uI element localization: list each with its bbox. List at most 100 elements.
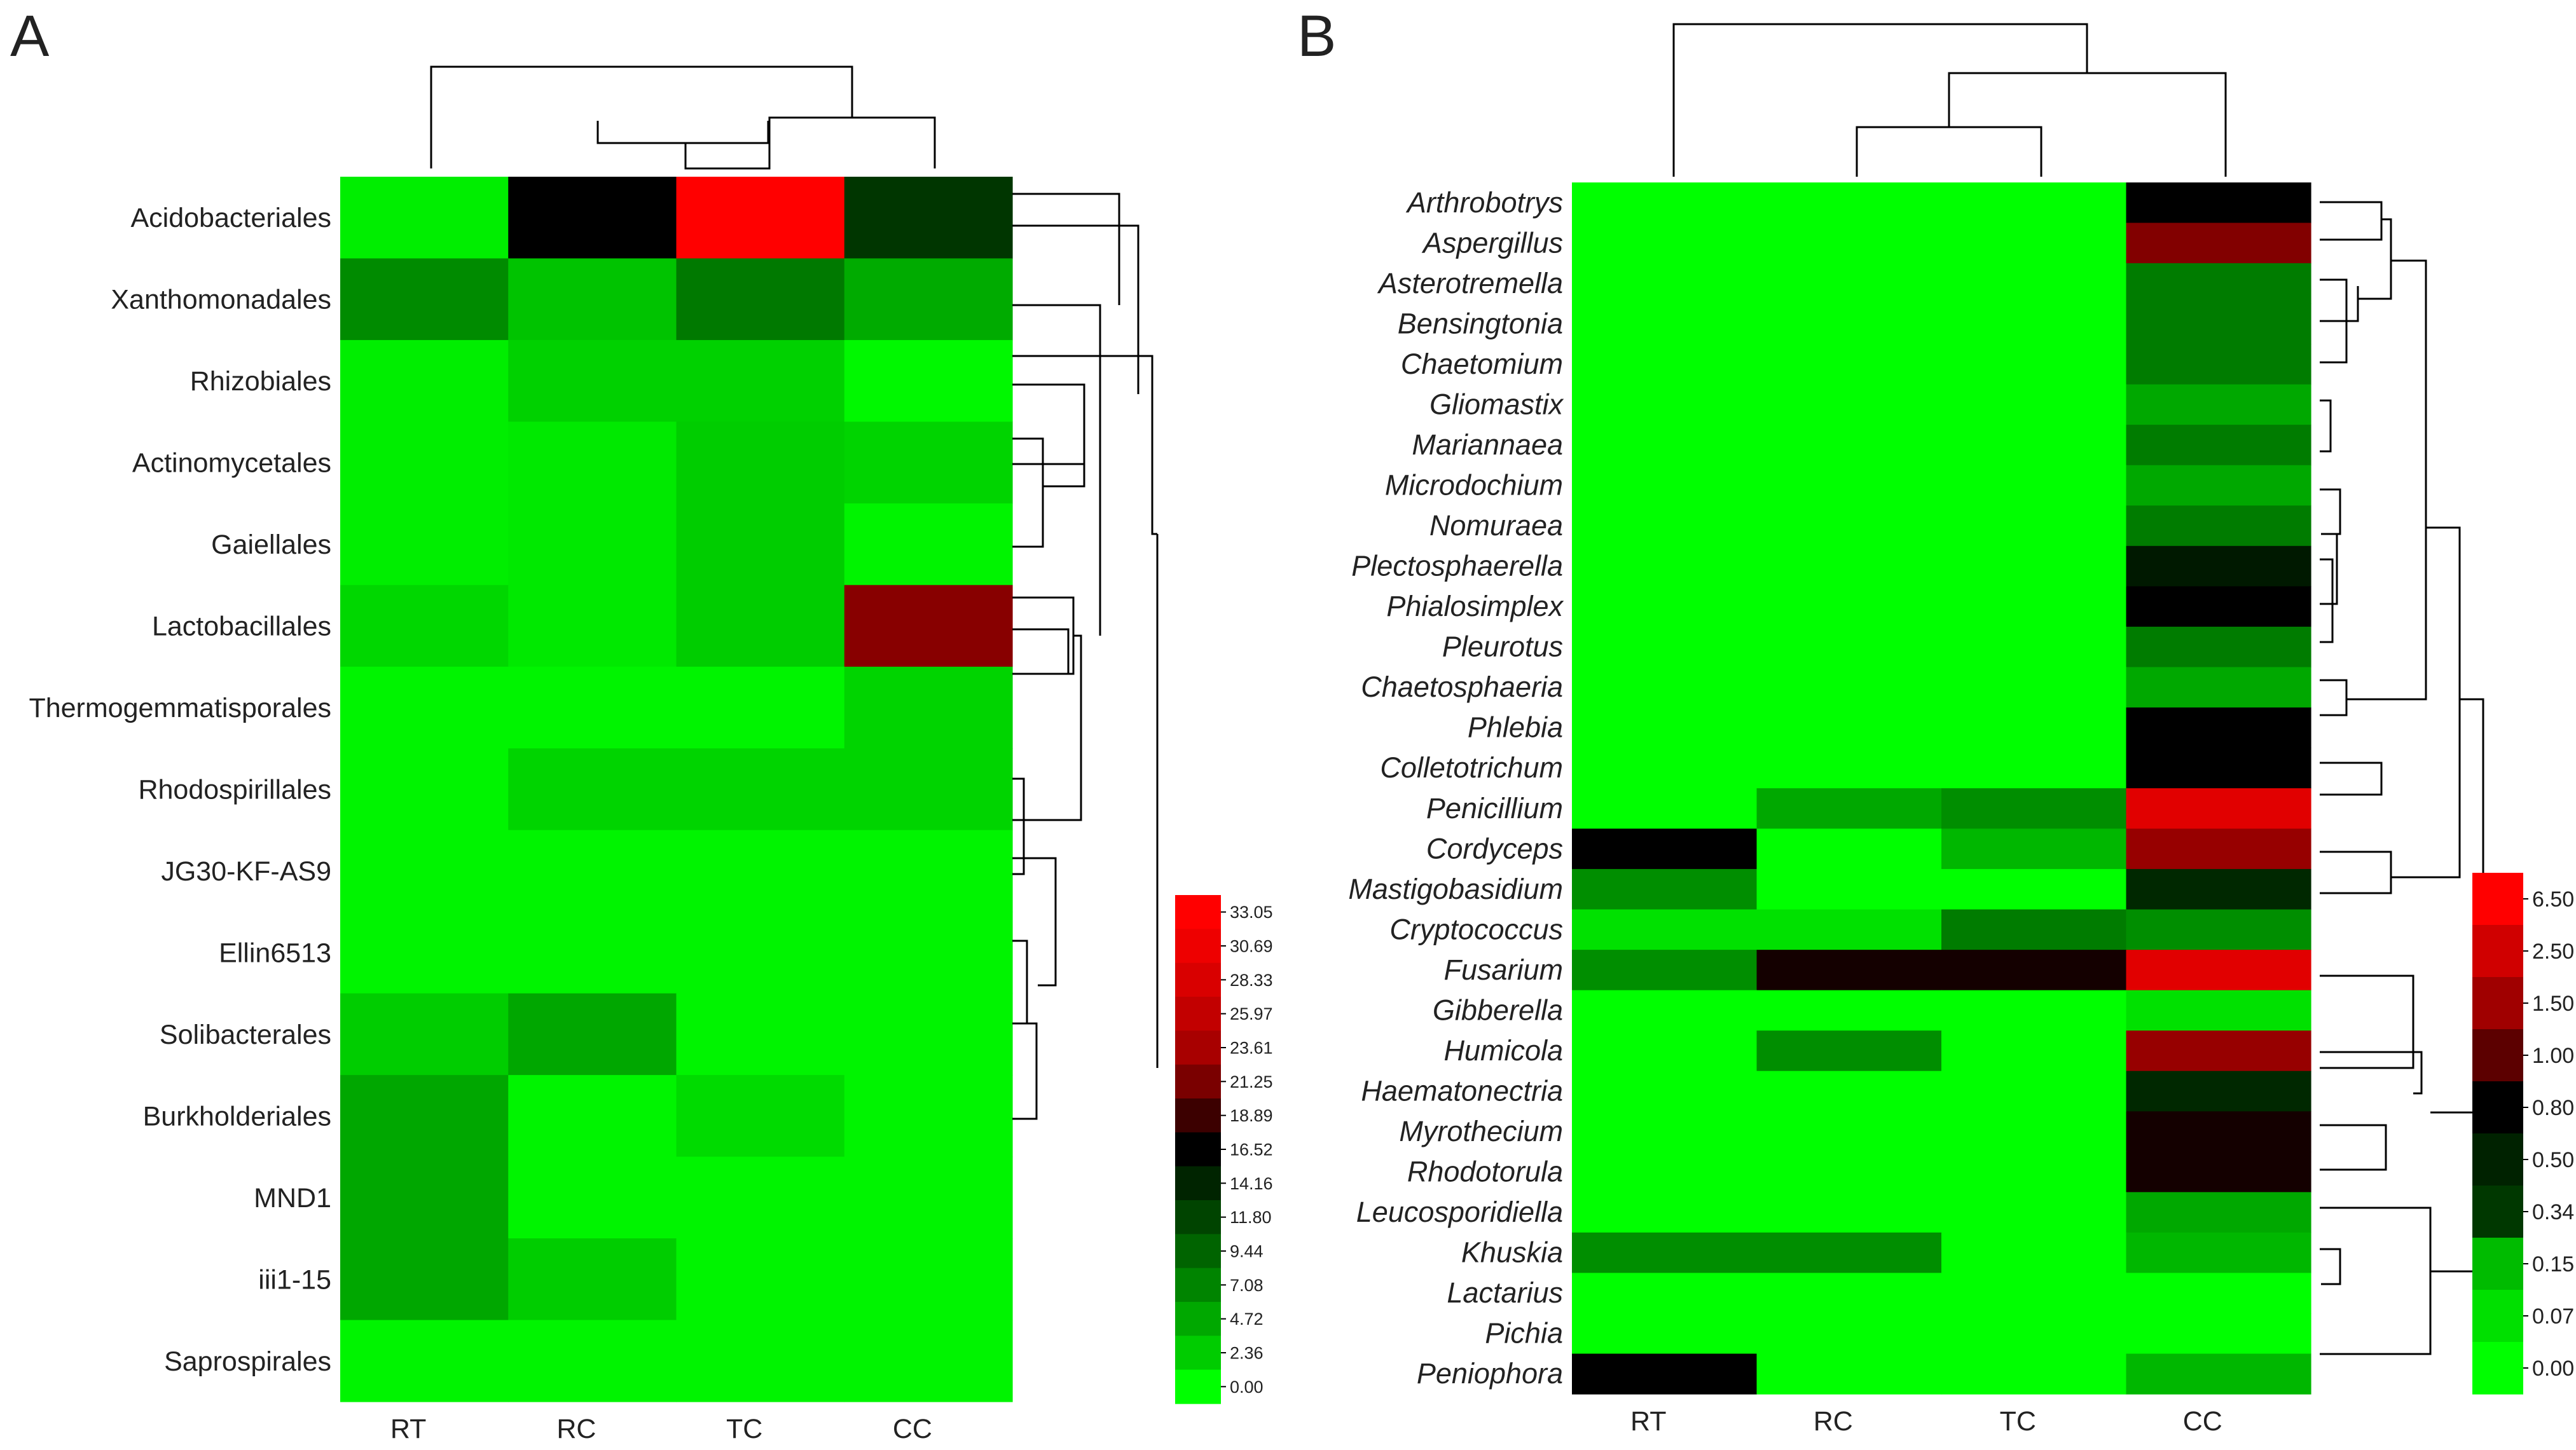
- heatmap-cell: [844, 585, 1013, 667]
- heatmap-cell: [340, 1156, 509, 1239]
- heatmap-cell: [2126, 303, 2311, 345]
- heatmap-cell: [1572, 667, 1758, 708]
- heatmap-cell: [1572, 1273, 1758, 1314]
- dendrogram-columns-b: [1672, 23, 2227, 177]
- heatmap-cell: [508, 993, 677, 1076]
- heatmap-cell: [1941, 909, 2127, 950]
- heatmap-cell: [1756, 1111, 1942, 1152]
- row-label: Xanthomonadales: [111, 285, 331, 315]
- heatmap-cell: [1572, 505, 1758, 547]
- heatmap-cell: [2126, 545, 2311, 587]
- heatmap-cell: [676, 748, 845, 831]
- heatmap-cell: [2126, 828, 2311, 870]
- heatmap-cell: [2126, 505, 2311, 547]
- heatmap-cell: [1756, 990, 1942, 1031]
- legend-swatch: [2472, 1029, 2523, 1082]
- heatmap-a: [340, 177, 1013, 1402]
- heatmap-cell: [1756, 1192, 1942, 1233]
- legend-label: 0.00: [2532, 1357, 2574, 1381]
- heatmap-cell: [1941, 586, 2127, 627]
- row-label: MND1: [254, 1183, 331, 1214]
- heatmap-cell: [508, 258, 677, 341]
- heatmap-cell: [1941, 626, 2127, 667]
- heatmap-cell: [844, 666, 1013, 749]
- row-labels-a: Acidobacteriales Xanthomonadales Rhizobial…: [29, 203, 331, 1377]
- heatmap-cell: [1756, 1353, 1942, 1395]
- heatmap-cell: [1941, 1111, 2127, 1152]
- legend-label: 11.80: [1230, 1208, 1272, 1227]
- heatmap-cell: [1756, 950, 1942, 991]
- heatmap-cell: [2126, 425, 2311, 466]
- legend-swatch: [1175, 1336, 1221, 1371]
- legend-label: 25.97: [1230, 1004, 1273, 1023]
- legend-label: 30.69: [1230, 936, 1273, 955]
- heatmap-cell: [676, 1320, 845, 1402]
- heatmap-cell: [2126, 1151, 2311, 1193]
- heatmap-cell: [1572, 1313, 1758, 1355]
- heatmap-cell: [1756, 222, 1942, 264]
- heatmap-cell: [2126, 586, 2311, 627]
- heatmap-cell: [1572, 545, 1758, 587]
- legend-swatch: [2472, 977, 2523, 1030]
- column-label: RT: [1630, 1406, 1667, 1437]
- heatmap-cell: [2126, 1192, 2311, 1233]
- heatmap-cell: [1756, 505, 1942, 547]
- legend-a: 33.05 30.69 28.33 25.97 23.61 21.25 18.89 16.52…: [1175, 895, 1273, 1404]
- legend-label: 28.33: [1230, 971, 1273, 990]
- row-label: Pichia: [1485, 1317, 1563, 1350]
- heatmap-cell: [340, 1075, 509, 1158]
- legend-swatch: [2472, 1081, 2523, 1134]
- heatmap-cell: [1572, 425, 1758, 466]
- heatmap-cell: [1572, 1353, 1758, 1395]
- legend-swatch: [1175, 1369, 1221, 1404]
- heatmap-cell: [2126, 263, 2311, 304]
- legend-swatch: [1175, 929, 1221, 964]
- heatmap-cell: [676, 993, 845, 1076]
- heatmap-cell: [1572, 222, 1758, 264]
- heatmap-cell: [1756, 303, 1942, 345]
- legend-label: 0.00: [1230, 1378, 1264, 1397]
- heatmap-cell: [2126, 1070, 2311, 1112]
- heatmap-cell: [2126, 1273, 2311, 1314]
- row-label: Lactobacillales: [152, 612, 331, 642]
- heatmap-cell: [2126, 748, 2311, 789]
- panel-a: A Acidobacteriales Xanthomonadales Rhizobi…: [10, 4, 1273, 1444]
- heatmap-cell: [1756, 828, 1942, 870]
- legend-label: 21.25: [1230, 1072, 1273, 1091]
- heatmap-cell: [1756, 545, 1942, 587]
- legend-swatch: [1175, 1200, 1221, 1235]
- heatmap-cell: [1756, 384, 1942, 425]
- heatmap-cell: [1756, 1273, 1942, 1314]
- heatmap-cell: [1572, 263, 1758, 304]
- heatmap-cell: [508, 1320, 677, 1402]
- heatmap-cell: [2126, 1111, 2311, 1152]
- heatmap-cell: [508, 585, 677, 667]
- legend-swatch: [1175, 1132, 1221, 1167]
- heatmap-cell: [1941, 545, 2127, 587]
- heatmap-cell: [2126, 667, 2311, 708]
- heatmap-cell: [508, 1075, 677, 1158]
- heatmap-cell: [1572, 788, 1758, 830]
- heatmap-cell: [844, 993, 1013, 1076]
- heatmap-cell: [1941, 1030, 2127, 1072]
- legend-swatch: [1175, 1302, 1221, 1336]
- row-label: Colletotrichum: [1380, 751, 1563, 784]
- row-label: Peniophora: [1417, 1357, 1563, 1390]
- heatmap-cell: [1572, 465, 1758, 506]
- legend-label: 0.50: [2532, 1148, 2574, 1172]
- heatmap-cell: [844, 503, 1013, 585]
- heatmap-cell: [1572, 869, 1758, 910]
- heatmap-cell: [1572, 626, 1758, 667]
- heatmap-cell: [1756, 182, 1942, 224]
- row-labels-b: Arthrobotrys Aspergillus Asterotremella Ben…: [1348, 186, 1564, 1390]
- legend-label: 2.36: [1230, 1343, 1264, 1362]
- legend-swatch: [2472, 1238, 2523, 1290]
- legend-swatch: [2472, 873, 2523, 926]
- legend-swatch: [1175, 1030, 1221, 1065]
- heatmap-cell: [676, 585, 845, 667]
- heatmap-cell: [1572, 707, 1758, 749]
- column-label: TC: [726, 1414, 762, 1444]
- column-label: CC: [893, 1414, 932, 1444]
- row-label: Khuskia: [1461, 1236, 1563, 1269]
